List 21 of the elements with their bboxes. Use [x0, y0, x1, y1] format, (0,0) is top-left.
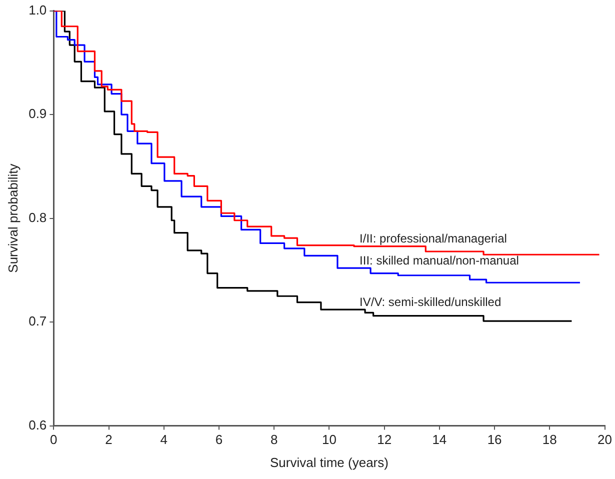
x-axis-title: Survival time (years) — [270, 454, 388, 470]
y-axis-title: Survival probability — [5, 163, 20, 273]
x-tick-label: 4 — [160, 432, 168, 448]
series-label: IV/V: semi-skilled/unskilled — [360, 294, 502, 309]
y-tick-label: 0.6 — [28, 417, 47, 432]
x-tick-label: 20 — [598, 432, 612, 448]
series-label: III: skilled manual/non-manual — [360, 253, 519, 268]
y-tick-label: 1.0 — [28, 2, 47, 18]
y-tick-label: 0.9 — [28, 106, 47, 122]
x-tick-label: 2 — [105, 432, 112, 448]
x-tick-label: 18 — [542, 432, 557, 448]
y-tick-label: 0.7 — [28, 314, 47, 329]
y-tick-label: 0.8 — [28, 210, 47, 225]
x-tick-label: 0 — [50, 432, 58, 448]
series-label: I/II: professional/managerial — [360, 232, 507, 246]
x-tick-label: 12 — [377, 432, 392, 448]
x-tick-label: 16 — [487, 432, 502, 448]
x-tick-label: 6 — [215, 432, 223, 448]
x-tick-label: 10 — [322, 432, 336, 448]
x-tick-label: 8 — [270, 432, 278, 448]
x-tick-label: 14 — [432, 432, 447, 448]
